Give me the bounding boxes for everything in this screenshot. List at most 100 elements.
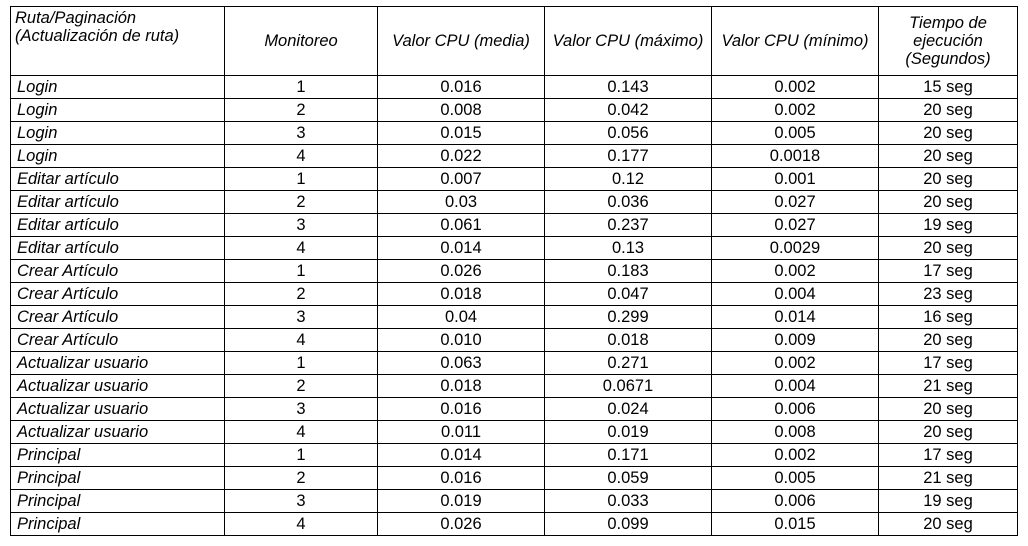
cell-execution-time: 16 seg	[878, 305, 1018, 329]
cell-monitoring: 2	[224, 374, 378, 398]
cell-monitoring: 3	[224, 213, 378, 237]
table-row: Actualizar usuario 1 0.063 0.271 0.002 17 seg	[10, 351, 1018, 375]
header-route: Ruta/Paginación (Actualización de ruta)	[10, 6, 225, 76]
cell-execution-time: 20 seg	[878, 512, 1018, 536]
cell-route: Actualizar usuario	[10, 351, 225, 375]
cell-route: Actualizar usuario	[10, 397, 225, 421]
cell-cpu-max: 0.237	[544, 213, 712, 237]
cell-cpu-max: 0.024	[544, 397, 712, 421]
cell-cpu-mean: 0.04	[377, 305, 545, 329]
cell-execution-time: 20 seg	[878, 420, 1018, 444]
cell-execution-time: 20 seg	[878, 328, 1018, 352]
cell-cpu-max: 0.036	[544, 190, 712, 214]
table-header: Ruta/Paginación (Actualización de ruta) …	[10, 6, 1018, 76]
header-execution-time: Tiempo de ejecución (Segundos)	[878, 6, 1018, 76]
cell-cpu-min: 0.002	[711, 443, 879, 467]
cell-cpu-max: 0.059	[544, 466, 712, 490]
cell-cpu-min: 0.002	[711, 351, 879, 375]
cell-execution-time: 17 seg	[878, 259, 1018, 283]
cell-cpu-max: 0.183	[544, 259, 712, 283]
cell-cpu-min: 0.0029	[711, 236, 879, 260]
cell-cpu-max: 0.019	[544, 420, 712, 444]
cpu-monitoring-table: Ruta/Paginación (Actualización de ruta) …	[10, 6, 1018, 536]
table-row: Editar artículo 1 0.007 0.12 0.001 20 seg	[10, 167, 1018, 191]
cell-route: Login	[10, 75, 225, 99]
cell-route: Editar artículo	[10, 167, 225, 191]
header-cpu-min: Valor CPU (mínimo)	[711, 6, 879, 76]
cell-cpu-mean: 0.03	[377, 190, 545, 214]
cell-cpu-min: 0.006	[711, 397, 879, 421]
cell-execution-time: 20 seg	[878, 397, 1018, 421]
table-row: Crear Artículo 4 0.010 0.018 0.009 20 seg	[10, 328, 1018, 352]
cell-execution-time: 20 seg	[878, 190, 1018, 214]
cell-route: Editar artículo	[10, 213, 225, 237]
cell-execution-time: 20 seg	[878, 121, 1018, 145]
cell-monitoring: 2	[224, 282, 378, 306]
cell-route: Login	[10, 121, 225, 145]
cell-execution-time: 17 seg	[878, 443, 1018, 467]
table-row: Actualizar usuario 2 0.018 0.0671 0.004 21 se…	[10, 374, 1018, 398]
cell-monitoring: 4	[224, 328, 378, 352]
cell-cpu-max: 0.047	[544, 282, 712, 306]
table-row: Login 2 0.008 0.042 0.002 20 seg	[10, 98, 1018, 122]
cell-monitoring: 4	[224, 144, 378, 168]
cell-cpu-min: 0.005	[711, 466, 879, 490]
cell-execution-time: 19 seg	[878, 213, 1018, 237]
cell-cpu-max: 0.0671	[544, 374, 712, 398]
cell-route: Login	[10, 98, 225, 122]
table-row: Principal 2 0.016 0.059 0.005 21 seg	[10, 466, 1018, 490]
cell-monitoring: 2	[224, 190, 378, 214]
table-body: Login 1 0.016 0.143 0.002 15 seg Login 2 0.008 0.…	[10, 75, 1018, 536]
table-row: Actualizar usuario 3 0.016 0.024 0.006 20 seg	[10, 397, 1018, 421]
cell-cpu-max: 0.271	[544, 351, 712, 375]
cell-route: Crear Artículo	[10, 328, 225, 352]
cell-cpu-min: 0.0018	[711, 144, 879, 168]
cell-execution-time: 21 seg	[878, 466, 1018, 490]
cell-route: Principal	[10, 512, 225, 536]
cell-cpu-mean: 0.061	[377, 213, 545, 237]
header-cpu-mean: Valor CPU (media)	[377, 6, 545, 76]
cell-cpu-max: 0.033	[544, 489, 712, 513]
table-row: Editar artículo 3 0.061 0.237 0.027 19 seg	[10, 213, 1018, 237]
cell-cpu-mean: 0.019	[377, 489, 545, 513]
cell-execution-time: 21 seg	[878, 374, 1018, 398]
cell-route: Crear Artículo	[10, 282, 225, 306]
table-row: Login 4 0.022 0.177 0.0018 20 seg	[10, 144, 1018, 168]
cpu-table-container: Ruta/Paginación (Actualización de ruta) …	[10, 6, 1018, 536]
cell-execution-time: 19 seg	[878, 489, 1018, 513]
cell-cpu-min: 0.006	[711, 489, 879, 513]
table-row: Login 3 0.015 0.056 0.005 20 seg	[10, 121, 1018, 145]
cell-execution-time: 20 seg	[878, 98, 1018, 122]
cell-cpu-mean: 0.011	[377, 420, 545, 444]
header-monitoring: Monitoreo	[224, 6, 378, 76]
cell-cpu-mean: 0.014	[377, 443, 545, 467]
table-row: Actualizar usuario 4 0.011 0.019 0.008 20 seg	[10, 420, 1018, 444]
cell-route: Editar artículo	[10, 190, 225, 214]
cell-cpu-min: 0.002	[711, 75, 879, 99]
cell-cpu-mean: 0.010	[377, 328, 545, 352]
cell-route: Principal	[10, 443, 225, 467]
cell-execution-time: 20 seg	[878, 236, 1018, 260]
cell-monitoring: 3	[224, 305, 378, 329]
cell-cpu-min: 0.015	[711, 512, 879, 536]
cell-cpu-max: 0.143	[544, 75, 712, 99]
cell-route: Actualizar usuario	[10, 420, 225, 444]
table-row: Crear Artículo 1 0.026 0.183 0.002 17 seg	[10, 259, 1018, 283]
cell-cpu-mean: 0.015	[377, 121, 545, 145]
cell-monitoring: 3	[224, 121, 378, 145]
table-row: Principal 1 0.014 0.171 0.002 17 seg	[10, 443, 1018, 467]
cell-cpu-mean: 0.007	[377, 167, 545, 191]
cell-cpu-min: 0.027	[711, 190, 879, 214]
cell-monitoring: 3	[224, 489, 378, 513]
cell-route: Principal	[10, 489, 225, 513]
header-cpu-max: Valor CPU (máximo)	[544, 6, 712, 76]
cell-monitoring: 2	[224, 466, 378, 490]
cell-monitoring: 4	[224, 236, 378, 260]
cell-cpu-min: 0.027	[711, 213, 879, 237]
cell-cpu-mean: 0.018	[377, 282, 545, 306]
cell-execution-time: 20 seg	[878, 167, 1018, 191]
cell-cpu-max: 0.056	[544, 121, 712, 145]
cell-monitoring: 4	[224, 420, 378, 444]
cell-cpu-min: 0.009	[711, 328, 879, 352]
cell-monitoring: 1	[224, 351, 378, 375]
